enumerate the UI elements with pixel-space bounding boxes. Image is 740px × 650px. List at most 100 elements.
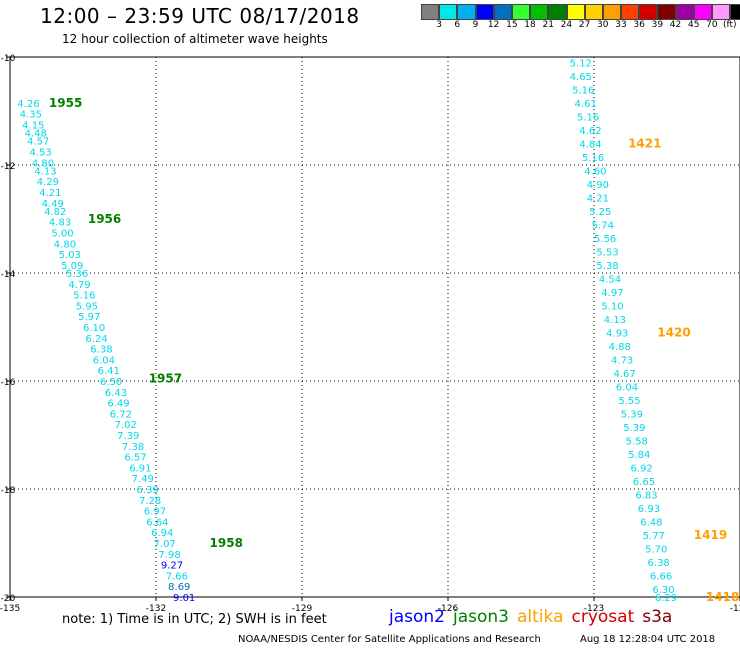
wave-height-label: 4.48	[25, 129, 47, 140]
wave-height-label: 4.21	[39, 188, 61, 199]
wave-height-label: 6.57	[124, 453, 146, 464]
color-scale-labels: 3 6 9 12 15 18 21 24 27 30 33 36 39 42 45 70 (ft)	[430, 20, 740, 30]
plot-frame	[9, 56, 740, 598]
wave-height-label: 5.36	[66, 269, 88, 280]
color-swatch	[548, 4, 567, 20]
satellite-legend: jason2 jason3 altika cryosat s3a	[389, 607, 680, 627]
wave-height-label: 6.65	[633, 477, 655, 488]
x-tick-label: -132	[146, 604, 166, 614]
pass-time-label: 1421	[628, 136, 661, 150]
color-swatch	[421, 4, 440, 20]
wave-height-label: 5.09	[61, 261, 83, 272]
x-tick-label: -129	[292, 604, 313, 614]
satellite-legend-item: jason2	[389, 607, 445, 627]
pass-time-label: 1420	[657, 325, 690, 339]
wave-height-label: 7.66	[166, 571, 188, 582]
color-scale-label: 45	[687, 20, 700, 30]
x-tick-label: -123	[584, 604, 604, 614]
satellite-legend-item: jason3	[453, 607, 509, 627]
wave-height-label: 5.12	[570, 58, 592, 69]
color-scale-label: 27	[578, 20, 591, 30]
satellite-legend-item: s3a	[642, 607, 673, 627]
color-swatch	[621, 4, 640, 20]
wave-height-label: 4.84	[579, 139, 601, 150]
pass-time-label: 1955	[49, 96, 82, 110]
chart-subtitle: 12 hour collection of altimeter wave hei…	[62, 32, 328, 46]
wave-height-label: 7.02	[115, 420, 137, 431]
wave-height-label: 6.30	[652, 585, 674, 596]
wave-height-label: 4.26	[17, 99, 39, 110]
wave-height-label: 4.13	[34, 166, 56, 177]
wave-height-label: 7.49	[132, 474, 154, 485]
color-scale-swatches	[421, 4, 740, 20]
wave-height-label: 4.73	[611, 355, 633, 366]
wave-height-label: 4.83	[49, 218, 71, 229]
footer-timestamp: Aug 18 12:28:04 UTC 2018	[580, 634, 716, 645]
wave-height-label: 5.97	[78, 312, 100, 323]
color-swatch	[566, 4, 585, 20]
wave-height-label: 6.93	[638, 504, 660, 515]
color-scale-label: 33	[615, 20, 627, 30]
wave-height-label: 5.00	[51, 229, 73, 240]
wave-height-label: 4.57	[27, 137, 49, 148]
wave-height-label: 6.97	[144, 507, 166, 518]
color-scale-legend: 3 6 9 12 15 18 21 24 27 30 33 36 39 42 45 70 (ft)	[421, 4, 740, 30]
wave-height-label: 9.27	[161, 561, 183, 572]
wave-height-label: 4.90	[587, 180, 609, 191]
wave-height-label: 6.92	[631, 463, 653, 474]
wave-height-label: 4.79	[68, 280, 90, 291]
color-swatch	[511, 4, 531, 20]
color-scale-label: 15	[506, 20, 518, 30]
wave-height-label: 5.84	[628, 450, 650, 461]
wave-height-label: 5.55	[618, 396, 640, 407]
color-swatch	[457, 4, 476, 20]
wave-height-label: 4.88	[609, 342, 631, 353]
satellite-legend-item: altika	[517, 607, 564, 627]
wave-height-label: 4.65	[570, 72, 592, 83]
wave-height-label: 6.10	[83, 323, 105, 334]
wave-height-label: 5.53	[596, 247, 618, 258]
color-scale-label: 6	[454, 20, 461, 30]
wave-height-label: 4.49	[42, 199, 64, 210]
color-swatch	[657, 4, 676, 20]
wave-height-label: 6.38	[90, 345, 112, 356]
wave-height-label: 4.53	[29, 148, 51, 159]
pass-time-label: 1956	[88, 212, 121, 226]
wave-height-label: 6.39	[137, 485, 159, 496]
color-scale-label: 30	[597, 20, 609, 30]
wave-height-label: 6.41	[98, 366, 120, 377]
color-scale-label: 21	[542, 20, 554, 30]
y-tick-label: -18	[1, 486, 16, 496]
wave-height-label: 4.97	[601, 288, 623, 299]
satellite-legend-item: cryosat	[571, 607, 635, 627]
color-scale-label: 42	[669, 20, 682, 30]
pass-time-label: 1418	[706, 590, 739, 604]
color-scale-label: 36	[633, 20, 645, 30]
wave-height-label: 5.16	[572, 85, 594, 96]
wave-height-label: 5.74	[592, 220, 614, 231]
wave-height-label: 5.39	[623, 423, 645, 434]
wave-height-label: 5.58	[626, 436, 648, 447]
wave-height-label: 4.62	[579, 126, 601, 137]
y-tick-label: -20	[1, 594, 16, 604]
wave-height-label: 6.72	[110, 409, 132, 420]
wave-height-label: 5.25	[589, 207, 611, 218]
wave-height-label: 6.04	[616, 382, 638, 393]
wave-height-label: 5.39	[621, 409, 643, 420]
wave-height-label: 5.38	[596, 261, 618, 272]
wave-height-label: 7.28	[139, 496, 161, 507]
wave-height-label: 5.70	[645, 544, 667, 555]
wave-height-label: 4.60	[584, 166, 606, 177]
footer-credit: NOAA/NESDIS Center for Satellite Applica…	[238, 634, 541, 645]
color-scale-label: 12	[487, 20, 500, 30]
wave-height-label: 6.29	[655, 593, 677, 604]
wave-height-label: 7.07	[154, 539, 176, 550]
wave-height-label: 5.03	[59, 250, 81, 261]
color-scale-unit: (ft)	[723, 20, 737, 30]
y-tick-label: -14	[1, 270, 16, 280]
wave-height-label: 4.80	[32, 158, 54, 169]
color-swatch	[584, 4, 603, 20]
footer-note: note: 1) Time is in UTC; 2) SWH is in fe…	[62, 612, 327, 627]
wave-height-label: 6.24	[85, 334, 107, 345]
